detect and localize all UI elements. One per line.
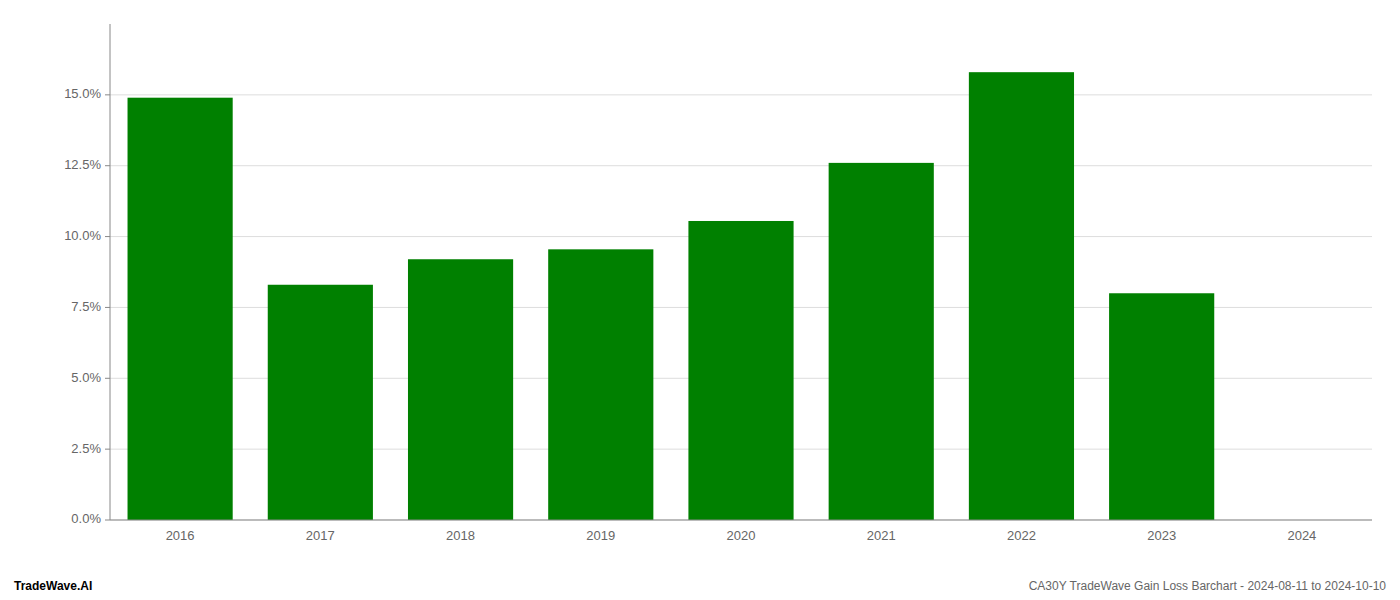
y-tick: [105, 94, 110, 95]
x-tick-label: 2016: [166, 528, 195, 543]
x-tick-label: 2018: [446, 528, 475, 543]
y-tick-label: 10.0%: [64, 228, 101, 243]
bar: [688, 221, 793, 520]
chart-svg: 0.0%2.5%5.0%7.5%10.0%12.5%15.0%201620172…: [0, 0, 1400, 600]
chart-title: CA30Y TradeWave Gain Loss Barchart - 202…: [1029, 579, 1387, 593]
grid-line: [110, 94, 1372, 95]
y-tick-label: 2.5%: [71, 441, 101, 456]
x-tick-label: 2019: [586, 528, 615, 543]
y-tick-label: 0.0%: [71, 511, 101, 526]
y-axis-line: [110, 24, 111, 520]
y-tick: [105, 236, 110, 237]
y-tick-label: 5.0%: [71, 370, 101, 385]
x-tick-label: 2017: [306, 528, 335, 543]
y-tick: [105, 449, 110, 450]
bar: [408, 259, 513, 520]
y-tick: [105, 520, 110, 521]
x-axis: 2016 2017 2018 2019 2020 2021 2022 2023 2024: [110, 520, 1372, 543]
bar: [1109, 293, 1214, 520]
bar: [829, 163, 934, 520]
y-tick: [105, 307, 110, 308]
bar: [268, 285, 373, 520]
y-grid: [110, 95, 1372, 520]
bar: [969, 72, 1074, 520]
footer-label: TradeWave.AI: [14, 579, 92, 593]
x-tick-label: 2022: [1007, 528, 1036, 543]
x-tick-label: 2020: [727, 528, 756, 543]
bar: [128, 98, 233, 520]
bar: [548, 249, 653, 520]
y-tick: [105, 378, 110, 379]
bars: [128, 72, 1215, 520]
grid-line: [110, 165, 1372, 166]
x-axis-line: [110, 520, 1372, 521]
y-tick-label: 7.5%: [71, 299, 101, 314]
y-tick-label: 12.5%: [64, 157, 101, 172]
y-axis: 0.0% 2.5% 5.0% 7.5% 10.0% 12.5% 15.0%: [64, 24, 110, 526]
grid-line: [110, 520, 1372, 521]
y-tick-label: 15.0%: [64, 86, 101, 101]
x-tick-label: 2024: [1287, 528, 1316, 543]
x-tick-label: 2021: [867, 528, 896, 543]
y-tick: [105, 165, 110, 166]
x-tick-label: 2023: [1147, 528, 1176, 543]
chart-container: 0.0%2.5%5.0%7.5%10.0%12.5%15.0%201620172…: [0, 0, 1400, 600]
